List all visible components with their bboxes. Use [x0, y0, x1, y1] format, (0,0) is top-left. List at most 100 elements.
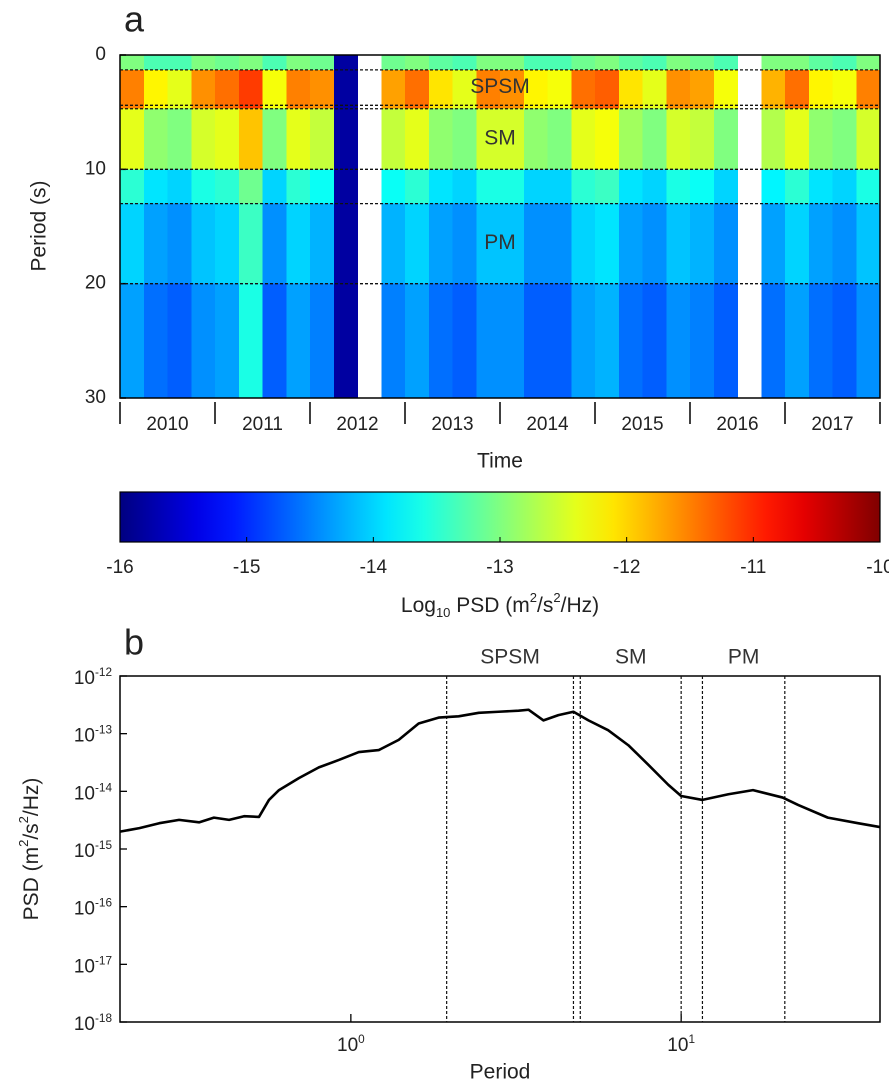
heatmap-cell: [333, 55, 358, 71]
x-tick-label: 2013: [431, 414, 473, 435]
heatmap-cell: [310, 169, 335, 205]
heatmap-cell: [808, 69, 833, 110]
band-label: SM: [615, 646, 647, 669]
heatmap-cell: [785, 55, 810, 71]
band-label: PM: [728, 646, 760, 669]
heatmap-cell: [310, 55, 335, 71]
heatmap-cell: [523, 69, 548, 110]
x-tick-label: 2010: [146, 414, 188, 435]
heatmap-cell: [262, 108, 287, 170]
band-label: SPSM: [480, 646, 540, 669]
heatmap-cell: [832, 55, 857, 71]
heatmap-cell: [476, 108, 501, 170]
heatmap: [120, 55, 881, 399]
colorbar-label-part: /Hz): [561, 594, 600, 617]
heatmap-cell: [618, 108, 643, 170]
colorbar-tick-label: -14: [360, 557, 388, 578]
heatmap-cell: [856, 69, 881, 110]
heatmap-cell: [238, 169, 263, 205]
heatmap-cell: [666, 69, 691, 110]
heatmap-cell: [690, 69, 715, 110]
heatmap-cell: [547, 108, 572, 170]
heatmap-cell: [405, 283, 430, 399]
heatmap-cell: [428, 55, 453, 71]
heatmap-cell: [761, 283, 786, 399]
x-tick-label: 2016: [716, 414, 758, 435]
y-tick-label: 10-15: [74, 839, 113, 862]
y-tick-label-part: -17: [95, 954, 112, 967]
x-tick-label-part: 10: [667, 1035, 688, 1056]
y-tick-label-part: 10: [74, 668, 95, 689]
heatmap-cell: [547, 203, 572, 285]
heatmap-cell: [523, 169, 548, 205]
heatmap-cell: [191, 108, 216, 170]
heatmap-cell: [666, 203, 691, 285]
heatmap-cell: [381, 203, 406, 285]
heatmap-cell: [238, 55, 263, 71]
x-tick-label: 2014: [526, 414, 569, 435]
heatmap-cell: [215, 283, 240, 399]
heatmap-cell: [452, 69, 477, 110]
heatmap-cell: [333, 69, 358, 110]
heatmap-cell: [713, 283, 738, 399]
heatmap-cell: [333, 169, 358, 205]
heatmap-cell: [428, 169, 453, 205]
heatmap-cell: [120, 69, 145, 110]
colorbar-tick-label: -12: [613, 557, 640, 578]
heatmap-cell: [595, 203, 620, 285]
heatmap-cell: [642, 203, 667, 285]
x-axis-title: Period: [470, 1061, 531, 1084]
heatmap-cell: [476, 55, 501, 71]
heatmap-cell: [286, 69, 311, 110]
heatmap-cell: [618, 55, 643, 71]
y-tick-label-part: -12: [95, 666, 112, 679]
y-tick-label: 30: [85, 387, 106, 408]
heatmap-cell: [713, 69, 738, 110]
heatmap-cell: [286, 169, 311, 205]
heatmap-cell: [761, 108, 786, 170]
heatmap-cell: [618, 69, 643, 110]
heatmap-cell: [167, 203, 192, 285]
heatmap-cell: [191, 203, 216, 285]
heatmap-cell: [856, 108, 881, 170]
heatmap-cell: [286, 283, 311, 399]
heatmap-cell: [832, 283, 857, 399]
y-axis-title-part: 2: [16, 840, 31, 847]
heatmap-cell: [808, 169, 833, 205]
heatmap-cell: [405, 169, 430, 205]
heatmap-cell: [571, 283, 596, 399]
heatmap-cell: [191, 283, 216, 399]
heatmap-cell: [120, 169, 145, 205]
heatmap-cell: [618, 203, 643, 285]
heatmap-cell: [476, 69, 501, 110]
y-tick-label-part: -14: [95, 781, 112, 794]
heatmap-cell: [761, 169, 786, 205]
heatmap-cell: [238, 203, 263, 285]
heatmap-cell: [333, 203, 358, 285]
heatmap-cell: [523, 203, 548, 285]
y-tick-label-part: 10: [74, 1014, 95, 1035]
heatmap-cell: [428, 283, 453, 399]
y-tick-label-part: -15: [95, 839, 112, 852]
heatmap-cell: [143, 283, 168, 399]
x-tick-label-part: 10: [337, 1035, 358, 1056]
heatmap-cell: [120, 283, 145, 399]
colorbar-tick-label: -10: [866, 557, 889, 578]
heatmap-cell: [167, 283, 192, 399]
heatmap-cell: [262, 203, 287, 285]
heatmap-cell: [690, 283, 715, 399]
y-tick-label: 10-12: [74, 666, 112, 689]
heatmap-cell: [690, 169, 715, 205]
heatmap-cell: [310, 108, 335, 170]
heatmap-cell: [785, 69, 810, 110]
heatmap-cell: [523, 283, 548, 399]
colorbar-tick-label: -11: [740, 557, 766, 578]
heatmap-cell: [761, 203, 786, 285]
y-tick-label: 10-18: [74, 1012, 113, 1035]
heatmap-cell: [808, 108, 833, 170]
heatmap-cell: [191, 55, 216, 71]
colorbar-label: Log10 PSD (m2/s2/Hz): [401, 590, 599, 620]
heatmap-cell: [642, 169, 667, 205]
colorbar-tick-label: -16: [106, 557, 133, 578]
y-tick-label-part: -18: [95, 1012, 112, 1025]
